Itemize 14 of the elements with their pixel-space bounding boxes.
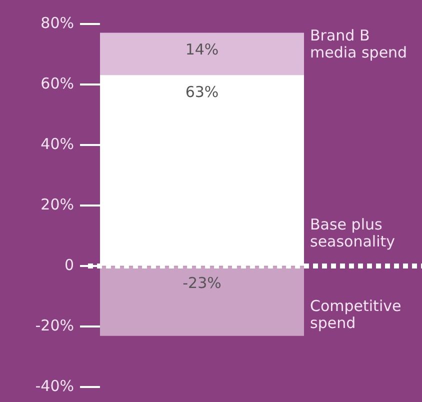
y-tick-label: 80% <box>40 14 74 32</box>
data-label: 63% <box>185 82 219 101</box>
y-tick-label: 60% <box>40 74 74 92</box>
data-label: 14% <box>185 40 219 58</box>
y-tick-label: -40% <box>35 376 74 395</box>
series-label: Competitive spend <box>310 296 402 332</box>
series-label: Brand B media spend <box>310 26 408 62</box>
y-tick-label: -20% <box>35 316 74 334</box>
series-label: Base plus seasonality <box>310 215 396 250</box>
data-label: -23% <box>182 274 222 292</box>
y-tick-label: 0 <box>64 256 74 274</box>
y-tick-label: 20% <box>40 195 74 214</box>
y-tick-label: 40% <box>40 134 74 153</box>
bar <box>100 32 304 76</box>
